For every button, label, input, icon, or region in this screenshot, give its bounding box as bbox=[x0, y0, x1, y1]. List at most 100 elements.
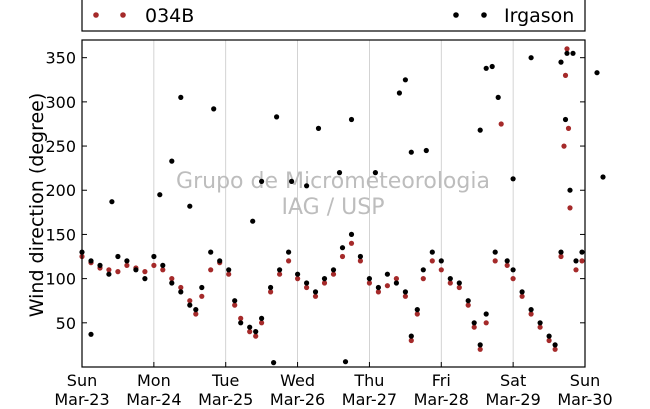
point-irgason bbox=[438, 258, 444, 264]
point-034b bbox=[546, 337, 552, 344]
point-irgason bbox=[348, 116, 355, 123]
point-irgason bbox=[423, 147, 429, 154]
point-irgason bbox=[169, 158, 175, 164]
point-034b bbox=[115, 269, 121, 275]
point-034b bbox=[247, 329, 253, 335]
point-irgason bbox=[573, 258, 579, 264]
point-irgason bbox=[402, 77, 408, 83]
point-irgason bbox=[295, 271, 301, 277]
point-034b bbox=[429, 258, 435, 264]
point-034b bbox=[339, 253, 346, 260]
point-irgason bbox=[208, 249, 214, 255]
point-034b bbox=[447, 280, 453, 286]
x-tick-label-date: Mar-23 bbox=[54, 390, 109, 409]
point-034b bbox=[259, 320, 265, 326]
point-irgason bbox=[537, 320, 543, 326]
point-irgason bbox=[277, 267, 283, 273]
legend-label-irgason: Irgason bbox=[504, 5, 574, 27]
point-034b bbox=[562, 72, 569, 78]
x-tick-label-date: Mar-29 bbox=[485, 390, 540, 409]
point-irgason bbox=[88, 258, 94, 264]
watermark: Grupo de Micrometeorologia IAG / USP bbox=[176, 169, 490, 220]
point-irgason bbox=[178, 94, 184, 100]
point-034b bbox=[408, 337, 414, 344]
point-irgason bbox=[88, 331, 94, 337]
point-irgason bbox=[253, 329, 259, 335]
point-irgason bbox=[393, 280, 399, 286]
x-tick-label-day: Tue bbox=[211, 371, 239, 390]
point-034b bbox=[402, 293, 408, 299]
point-034b bbox=[178, 284, 184, 291]
point-irgason bbox=[483, 65, 489, 71]
point-irgason bbox=[510, 176, 516, 182]
x-tick-label-day: Sun bbox=[67, 371, 97, 390]
point-irgason bbox=[357, 253, 363, 260]
point-irgason bbox=[187, 302, 193, 308]
legend-box bbox=[81, 0, 586, 32]
point-034b bbox=[286, 258, 292, 264]
point-034b bbox=[558, 253, 564, 260]
point-irgason bbox=[558, 59, 564, 65]
point-irgason bbox=[142, 276, 148, 282]
point-irgason bbox=[372, 170, 378, 176]
point-irgason bbox=[420, 267, 426, 273]
point-034b bbox=[304, 284, 310, 291]
point-irgason bbox=[528, 307, 534, 313]
point-irgason bbox=[471, 320, 477, 326]
x-tick-label-day: Wed bbox=[280, 371, 315, 390]
point-irgason bbox=[396, 90, 402, 96]
point-irgason bbox=[594, 70, 600, 76]
point-034b bbox=[142, 269, 148, 275]
point-irgason bbox=[342, 359, 349, 365]
plot-frame bbox=[81, 39, 586, 368]
point-irgason bbox=[226, 267, 232, 273]
point-034b bbox=[420, 276, 426, 282]
point-irgason bbox=[384, 271, 390, 277]
y-tick-label: 300 bbox=[45, 93, 76, 112]
point-irgason bbox=[483, 311, 489, 317]
point-034b bbox=[295, 276, 301, 282]
point-irgason bbox=[336, 170, 343, 176]
point-034b bbox=[357, 258, 363, 264]
point-034b bbox=[169, 276, 175, 282]
legend-marker-irgason-2 bbox=[481, 12, 487, 18]
y-tick-label: 250 bbox=[45, 137, 76, 156]
point-irgason bbox=[330, 267, 337, 273]
point-034b bbox=[573, 267, 579, 273]
point-irgason bbox=[528, 55, 534, 61]
point-irgason bbox=[304, 280, 310, 286]
x-tick-label-day: Mon bbox=[137, 371, 171, 390]
point-034b bbox=[528, 311, 534, 317]
x-tick-label-date: Mar-28 bbox=[414, 390, 469, 409]
y-axis-ticks: 50 100 150 200 250 300 350 bbox=[45, 49, 585, 333]
x-tick-label-date: Mar-26 bbox=[270, 390, 325, 409]
x-tick-label-date: Mar-30 bbox=[557, 390, 612, 409]
y-tick-label: 150 bbox=[45, 225, 76, 244]
point-irgason bbox=[570, 50, 576, 56]
y-tick-label: 50 bbox=[56, 314, 76, 333]
point-irgason bbox=[321, 276, 328, 282]
point-034b bbox=[106, 267, 112, 273]
point-irgason bbox=[408, 333, 414, 339]
point-irgason bbox=[552, 342, 558, 348]
point-irgason bbox=[600, 174, 606, 180]
point-034b bbox=[393, 276, 399, 282]
point-irgason bbox=[579, 249, 585, 255]
point-034b bbox=[277, 271, 283, 277]
point-irgason bbox=[315, 125, 322, 131]
watermark-line-1: Grupo de Micrometeorologia bbox=[176, 169, 490, 194]
legend-marker-irgason bbox=[453, 12, 459, 18]
y-tick-label: 350 bbox=[45, 49, 76, 68]
point-034b bbox=[151, 262, 157, 268]
point-irgason bbox=[567, 187, 573, 193]
point-irgason bbox=[375, 284, 381, 291]
gridlines bbox=[153, 40, 514, 367]
point-irgason bbox=[97, 262, 103, 268]
point-034b bbox=[456, 284, 462, 291]
point-irgason bbox=[268, 284, 274, 291]
point-034b bbox=[321, 280, 328, 286]
point-irgason bbox=[157, 192, 163, 198]
y-axis-label: Wind direction (degree) bbox=[26, 93, 48, 318]
point-irgason bbox=[232, 298, 238, 304]
point-034b bbox=[226, 271, 232, 277]
